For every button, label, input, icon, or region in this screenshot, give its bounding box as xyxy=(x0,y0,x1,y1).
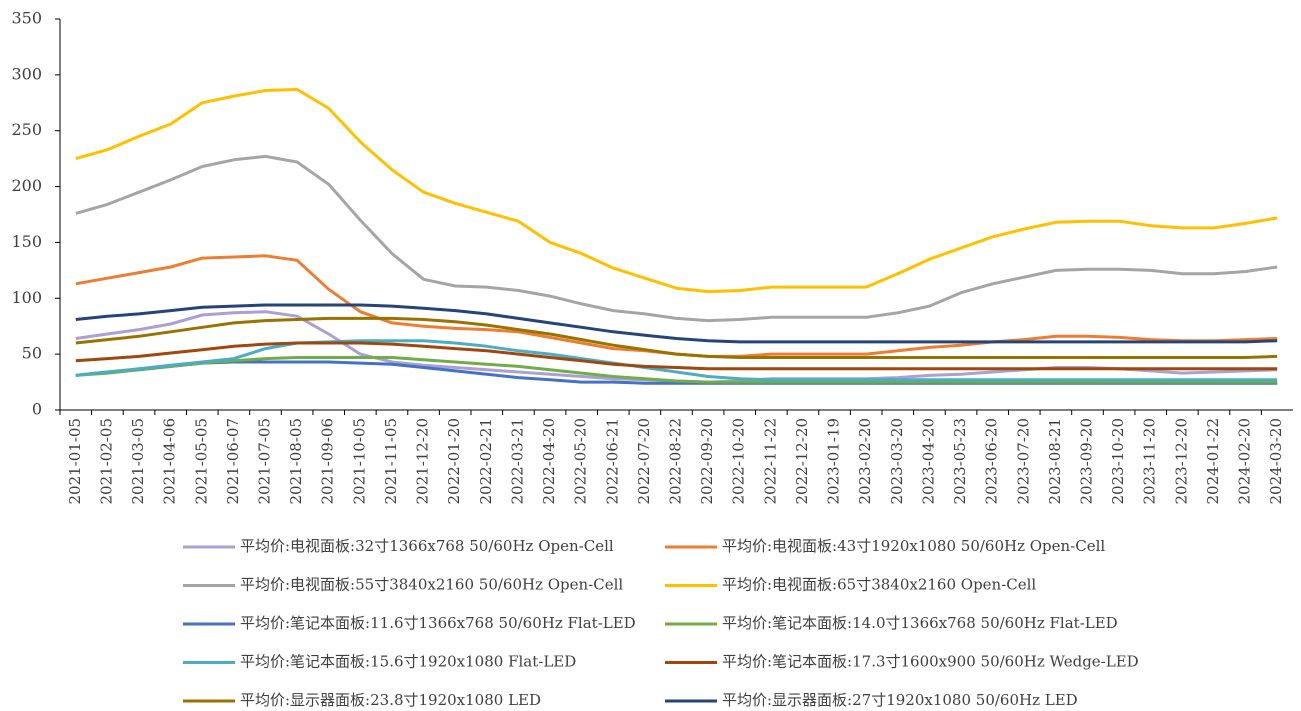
y-tick-label: 0 xyxy=(32,400,42,419)
x-tick-label: 2023-05-23 xyxy=(951,418,969,504)
x-tick-label: 2021-05-05 xyxy=(192,418,210,504)
x-tick-label: 2023-06-20 xyxy=(983,418,1001,504)
x-tick-label: 2021-10-05 xyxy=(350,418,368,504)
x-tick-label: 2023-07-20 xyxy=(1014,418,1032,504)
legend-label: 平均价:电视面板:32寸1366x768 50/60Hz Open-Cell xyxy=(240,537,614,555)
x-tick-label: 2022-06-21 xyxy=(603,418,621,504)
y-tick-label: 200 xyxy=(11,176,42,195)
x-tick-label: 2021-03-05 xyxy=(129,418,147,504)
x-tick-label: 2022-10-20 xyxy=(730,418,748,504)
x-tick-label: 2022-02-21 xyxy=(477,418,495,504)
x-tick-label: 2021-01-05 xyxy=(66,418,84,504)
x-tick-label: 2023-08-21 xyxy=(1046,418,1064,504)
x-tick-label: 2021-12-20 xyxy=(414,418,432,504)
x-tick-label: 2022-08-22 xyxy=(667,418,685,504)
x-tick-label: 2023-09-20 xyxy=(1078,418,1096,504)
series-line xyxy=(75,339,1278,382)
series-line xyxy=(75,341,1278,371)
x-tick-label: 2023-12-20 xyxy=(1172,418,1190,504)
y-tick-label: 150 xyxy=(11,232,42,251)
x-tick-label: 2022-03-21 xyxy=(508,418,526,504)
legend-label: 平均价:笔记本面板:11.6寸1366x768 50/60Hz Flat-LED xyxy=(240,614,636,632)
series-line xyxy=(75,303,1278,344)
y-tick-label: 350 xyxy=(11,9,42,28)
legend-label: 平均价:显示器面板:27寸1920x1080 50/60Hz LED xyxy=(722,691,1078,709)
x-tick-label: 2024-02-20 xyxy=(1236,418,1254,504)
x-tick-label: 2023-10-20 xyxy=(1109,418,1127,504)
x-tick-label: 2022-01-20 xyxy=(445,418,463,504)
x-tick-label: 2021-02-05 xyxy=(97,418,115,504)
legend-label: 平均价:电视面板:55寸3840x2160 50/60Hz Open-Cell xyxy=(240,576,623,594)
x-tick-label: 2023-04-20 xyxy=(919,418,937,504)
y-tick-label: 100 xyxy=(11,288,42,307)
x-tick-label: 2023-01-19 xyxy=(825,418,843,504)
x-tick-label: 2022-12-20 xyxy=(793,418,811,504)
legend-label: 平均价:笔记本面板:14.0寸1366x768 50/60Hz Flat-LED xyxy=(722,614,1118,632)
x-tick-label: 2021-08-05 xyxy=(287,418,305,504)
x-tick-label: 2021-04-06 xyxy=(161,418,179,504)
legend-label: 平均价:电视面板:65寸3840x2160 Open-Cell xyxy=(722,576,1036,594)
x-tick-label: 2021-11-05 xyxy=(382,418,400,504)
x-tick-label: 2022-09-20 xyxy=(698,418,716,504)
legend-label: 平均价:笔记本面板:15.6寸1920x1080 Flat-LED xyxy=(240,653,576,671)
series-line xyxy=(75,87,1278,294)
x-tick-label: 2022-05-20 xyxy=(572,418,590,504)
x-tick-label: 2021-06-07 xyxy=(224,418,242,504)
x-tick-label: 2021-07-05 xyxy=(256,418,274,504)
legend-label: 平均价:笔记本面板:17.3寸1600x900 50/60Hz Wedge-LE… xyxy=(722,653,1139,671)
x-tick-label: 2022-04-20 xyxy=(540,418,558,504)
x-tick-label: 2024-01-22 xyxy=(1204,418,1222,504)
series-line xyxy=(75,316,1278,359)
x-tick-label: 2023-03-20 xyxy=(888,418,906,504)
series-line xyxy=(75,356,1278,384)
y-tick-label: 300 xyxy=(11,64,42,83)
x-tick-label: 2023-02-20 xyxy=(856,418,874,504)
x-tick-label: 2021-09-06 xyxy=(319,418,337,504)
x-tick-label: 2024-03-20 xyxy=(1267,418,1285,504)
legend-label: 平均价:电视面板:43寸1920x1080 50/60Hz Open-Cell xyxy=(722,537,1105,555)
x-tick-label: 2023-11-20 xyxy=(1141,418,1159,504)
x-tick-label: 2022-11-22 xyxy=(761,418,779,504)
series-line xyxy=(75,154,1278,323)
x-tick-label: 2022-07-20 xyxy=(635,418,653,504)
y-tick-label: 250 xyxy=(11,120,42,139)
legend-label: 平均价:显示器面板:23.8寸1920x1080 LED xyxy=(240,691,541,709)
y-tick-label: 50 xyxy=(22,344,42,363)
